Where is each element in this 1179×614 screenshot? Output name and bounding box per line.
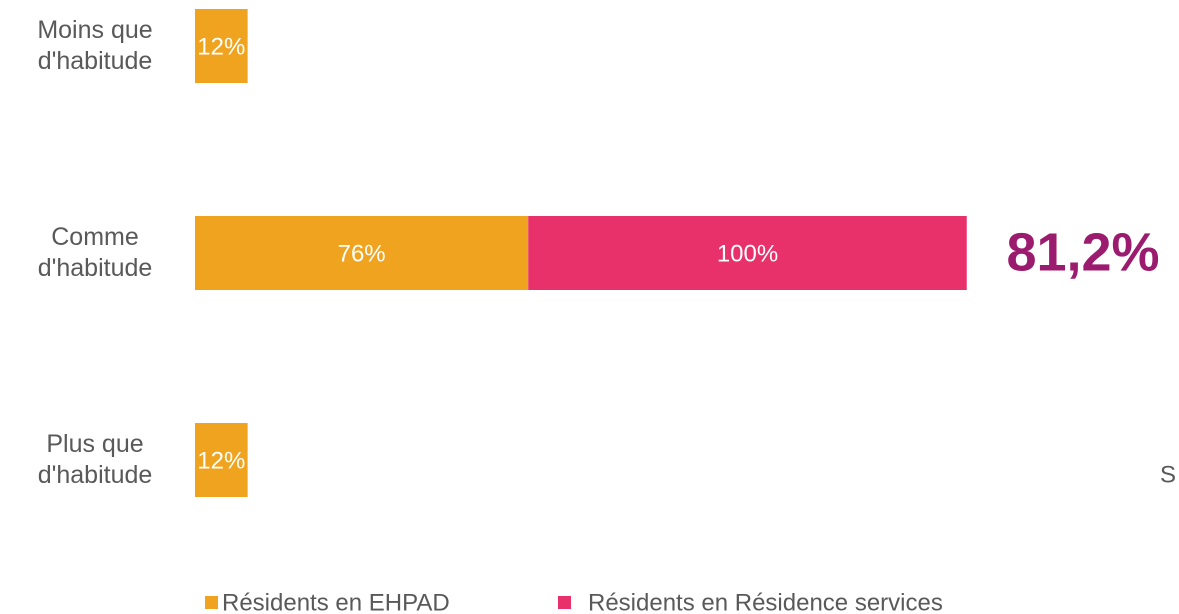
bar — [195, 216, 529, 290]
legend-label: Résidents en Résidence services — [588, 589, 943, 614]
annotation: 81,2% — [1006, 222, 1159, 282]
value-label: 12% — [197, 33, 245, 60]
legend-swatch — [558, 596, 571, 609]
legend-swatch — [205, 596, 218, 609]
bar — [528, 216, 967, 290]
bar — [195, 423, 248, 497]
value-label: 12% — [197, 447, 245, 474]
legend-label: Résidents en EHPAD — [222, 589, 450, 614]
bar — [195, 9, 248, 83]
annotation: S — [1160, 461, 1176, 488]
category-label: Plus que d'habitude — [37, 430, 153, 489]
value-label: 100% — [717, 240, 778, 267]
category-label: Moins que d'habitude — [37, 16, 153, 75]
value-label: 76% — [338, 240, 386, 267]
category-label: Comme d'habitude — [37, 223, 153, 282]
